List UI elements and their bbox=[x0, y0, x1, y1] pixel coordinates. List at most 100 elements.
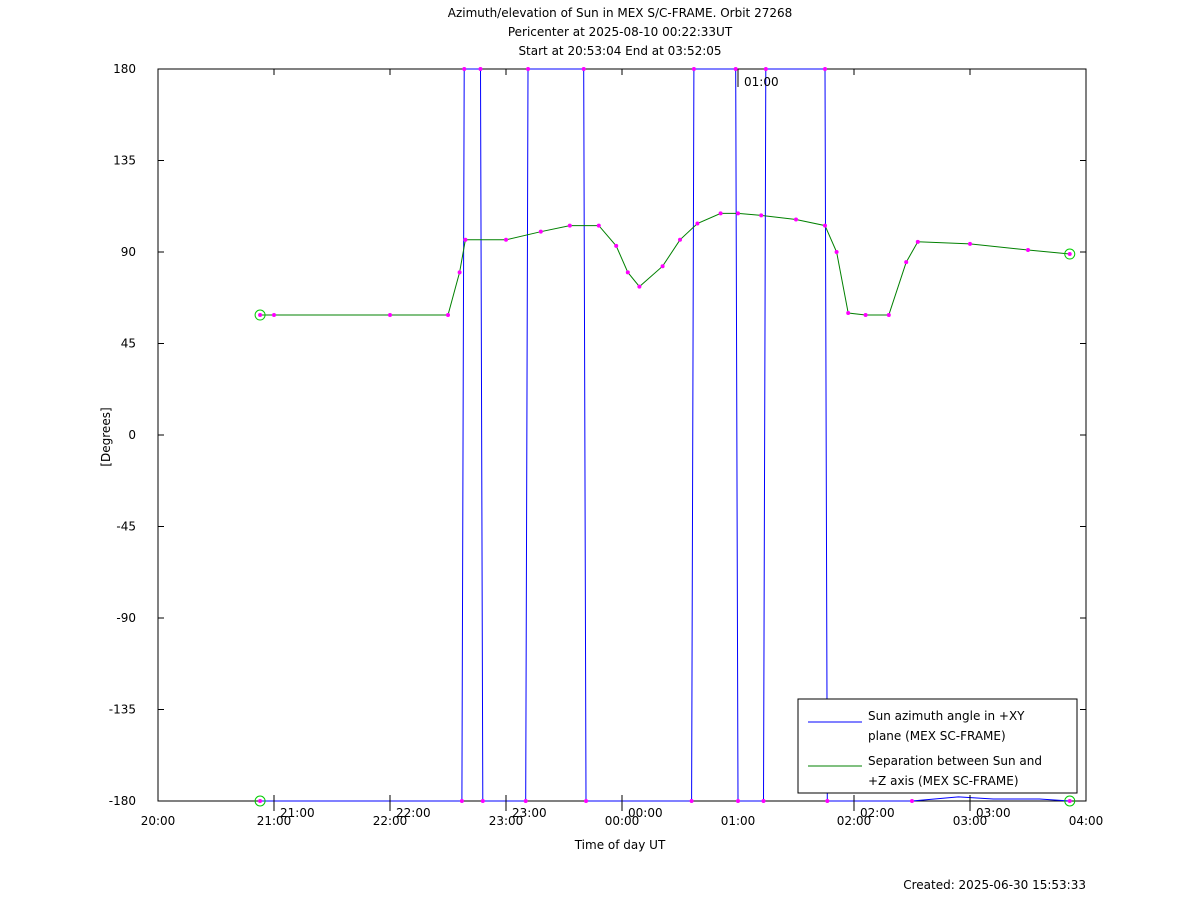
x-axis-label: Time of day UT bbox=[574, 838, 666, 852]
data-point-marker bbox=[1067, 252, 1072, 257]
data-point-marker bbox=[886, 313, 891, 318]
series-line-separation bbox=[260, 212, 1070, 316]
created-timestamp: Created: 2025-06-30 15:53:33 bbox=[903, 878, 1086, 892]
data-point-marker bbox=[614, 243, 619, 248]
data-point-marker bbox=[388, 313, 392, 318]
hour-marker-label: 22:00 bbox=[396, 806, 431, 820]
data-point-marker bbox=[1026, 247, 1030, 252]
hour-marker-label: 02:00 bbox=[860, 806, 895, 820]
data-point-marker bbox=[584, 799, 589, 803]
separation-endpoint-circle bbox=[1064, 248, 1076, 260]
data-point-marker bbox=[794, 217, 798, 222]
data-point-marker bbox=[763, 67, 768, 71]
data-point-marker bbox=[823, 223, 827, 228]
data-point-marker bbox=[272, 313, 276, 318]
data-point-marker bbox=[526, 67, 531, 71]
y-tick-label: 180 bbox=[113, 62, 136, 76]
hour-marker-label: 01:00 bbox=[744, 75, 779, 89]
axis-ticks bbox=[157, 68, 1087, 802]
data-point-marker bbox=[825, 799, 830, 803]
data-point-marker bbox=[258, 313, 263, 318]
legend-label-separation-line1: Separation between Sun and bbox=[868, 754, 1042, 768]
data-point-marker bbox=[660, 264, 665, 269]
y-tick-label: 135 bbox=[113, 154, 136, 168]
data-point-marker bbox=[823, 67, 827, 71]
data-point-marker bbox=[736, 211, 740, 216]
data-point-marker bbox=[596, 223, 601, 228]
data-point-marker bbox=[538, 229, 543, 234]
x-tick-label: 00:00 bbox=[605, 814, 640, 828]
chart-title: Azimuth/elevation of Sun in MEX S/C-FRAM… bbox=[448, 6, 793, 20]
x-tick-labels: 20:00 21:00 22:00 23:00 00:00 01:00 02:00 03:00… bbox=[141, 814, 1104, 828]
data-point-marker bbox=[736, 799, 740, 803]
series-line-azimuth bbox=[260, 68, 1070, 802]
x-tick-label: 02:00 bbox=[837, 814, 872, 828]
y-tick-label: 45 bbox=[121, 337, 136, 351]
data-point-marker bbox=[718, 211, 723, 216]
y-tick-label: 90 bbox=[121, 245, 136, 259]
hour-marker-label: 23:00 bbox=[512, 806, 547, 820]
legend: Sun azimuth angle in +XY plane (MEX SC-F… bbox=[797, 698, 1078, 794]
data-point-marker bbox=[480, 799, 485, 803]
y-tick-label: -90 bbox=[116, 611, 136, 625]
y-tick-label: -45 bbox=[116, 520, 136, 534]
legend-label-azimuth-line2: plane (MEX SC-FRAME) bbox=[868, 729, 1006, 743]
data-point-marker bbox=[834, 250, 839, 254]
x-tick-label: 04:00 bbox=[1069, 814, 1104, 828]
data-point-marker bbox=[689, 799, 694, 803]
data-point-marker bbox=[567, 223, 572, 228]
hour-marker-label: 21:00 bbox=[280, 806, 315, 820]
y-tick-label: 0 bbox=[128, 428, 136, 442]
hour-marker-label: 00:00 bbox=[628, 806, 663, 820]
x-tick-label: 01:00 bbox=[721, 814, 756, 828]
legend-box bbox=[797, 698, 1078, 794]
legend-label-separation-line2: +Z axis (MEX SC-FRAME) bbox=[868, 774, 1019, 788]
data-point-marker bbox=[523, 799, 528, 803]
data-point-marker bbox=[915, 239, 920, 244]
data-point-marker bbox=[457, 270, 462, 275]
data-point-marker bbox=[846, 311, 851, 315]
y-tick-label: -180 bbox=[109, 794, 136, 808]
hour-markers: 21:00 22:00 23:00 00:00 01:00 02:00 03:00 bbox=[273, 73, 1011, 820]
data-point-marker bbox=[504, 237, 508, 242]
data-point-marker bbox=[258, 799, 263, 803]
x-tick-label: 23:00 bbox=[489, 814, 524, 828]
plot-area-frame bbox=[157, 68, 1087, 802]
data-point-marker bbox=[637, 284, 642, 289]
y-axis-label: [Degrees] bbox=[99, 407, 113, 466]
chart-subtitle-start-end: Start at 20:53:04 End at 03:52:05 bbox=[518, 44, 721, 58]
y-tick-labels: 180 135 90 45 0 -45 -90 -135 -180 bbox=[109, 62, 136, 808]
series-layer bbox=[260, 68, 1070, 802]
azimuth-endpoint-circle bbox=[1064, 795, 1076, 807]
data-point-marker bbox=[463, 237, 468, 242]
data-point-marker bbox=[459, 799, 464, 803]
y-tick-label: -135 bbox=[109, 703, 136, 717]
data-point-marker bbox=[733, 67, 738, 71]
data-point-marker bbox=[1067, 799, 1072, 803]
hour-marker-label: 03:00 bbox=[976, 806, 1011, 820]
data-point-marker bbox=[581, 67, 586, 71]
data-point-marker bbox=[478, 67, 483, 71]
data-point-marker bbox=[759, 213, 764, 218]
x-tick-label: 20:00 bbox=[141, 814, 176, 828]
data-point-marker bbox=[625, 270, 630, 275]
x-tick-label: 03:00 bbox=[953, 814, 988, 828]
separation-endpoint-circle bbox=[254, 309, 266, 321]
data-point-marker bbox=[904, 260, 909, 265]
data-point-marker bbox=[863, 313, 868, 318]
data-point-marker bbox=[678, 237, 682, 242]
chart-subtitle-pericenter: Pericenter at 2025-08-10 00:22:33UT bbox=[508, 25, 733, 39]
legend-label-azimuth-line1: Sun azimuth angle in +XY bbox=[868, 709, 1025, 723]
point-markers bbox=[254, 67, 1076, 807]
data-point-marker bbox=[462, 67, 467, 71]
azimuth-endpoint-circle bbox=[254, 795, 266, 807]
x-tick-label: 22:00 bbox=[373, 814, 408, 828]
x-tick-label: 21:00 bbox=[257, 814, 292, 828]
data-point-marker bbox=[691, 67, 696, 71]
data-point-marker bbox=[968, 241, 972, 246]
data-point-marker bbox=[446, 313, 450, 318]
data-point-marker bbox=[910, 799, 914, 803]
data-point-marker bbox=[695, 221, 700, 226]
data-point-marker bbox=[761, 799, 766, 803]
